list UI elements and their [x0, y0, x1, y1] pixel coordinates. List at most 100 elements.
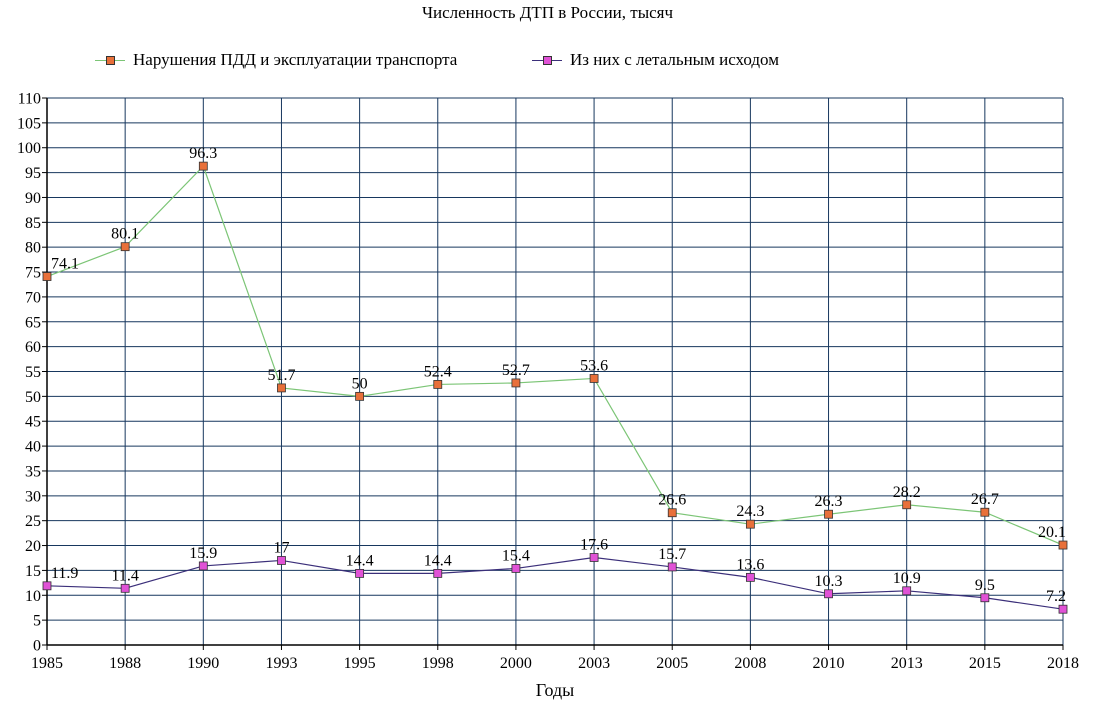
- data-label: 80.1: [111, 226, 139, 243]
- y-tick-label: 5: [33, 613, 41, 630]
- data-point: [42, 581, 52, 591]
- legend-label-violations: Нарушения ПДД и эксплуатации транспорта: [133, 50, 458, 69]
- y-tick-label: 90: [25, 190, 41, 207]
- data-label: 20.1: [1038, 524, 1066, 541]
- y-tick-label: 65: [25, 314, 41, 331]
- series-line-0: [46, 165, 1064, 546]
- x-tick-label: 2018: [1047, 655, 1079, 672]
- data-point: [120, 242, 130, 252]
- data-point: [120, 583, 130, 593]
- data-point: [902, 500, 912, 510]
- data-label: 96.3: [189, 145, 217, 162]
- x-tick-label: 1995: [344, 655, 376, 672]
- data-label: 14.4: [346, 552, 374, 569]
- y-tick-label: 105: [17, 115, 41, 132]
- data-label: 10.9: [893, 570, 921, 587]
- data-label: 9.5: [975, 577, 995, 594]
- legend-line-fatal: [532, 55, 562, 65]
- x-tick-label: 1993: [265, 655, 297, 672]
- data-label: 28.2: [893, 484, 921, 501]
- data-point: [745, 572, 755, 582]
- y-tick-label: 85: [25, 215, 41, 232]
- y-tick-label: 100: [17, 140, 41, 157]
- data-point: [433, 380, 443, 389]
- y-tick-label: 35: [25, 463, 41, 480]
- y-tick-label: 75: [25, 265, 41, 282]
- x-axis-title: Годы: [535, 680, 575, 700]
- legend-item-violations: Нарушения ПДД и эксплуатации транспорта: [95, 50, 457, 70]
- data-label: 17: [273, 539, 289, 556]
- data-point: [589, 374, 599, 383]
- data-point: [824, 509, 833, 519]
- data-label: 14.4: [424, 552, 452, 569]
- data-point: [745, 519, 755, 529]
- y-tick-label: 110: [18, 91, 41, 108]
- y-tick-label: 40: [25, 439, 41, 456]
- data-label: 74.1: [51, 256, 79, 273]
- y-tick-label: 50: [25, 389, 41, 406]
- legend-marker-fatal: [543, 55, 552, 65]
- legend-marker-violations: [106, 55, 115, 65]
- y-tick-label: 25: [25, 513, 41, 530]
- data-label: 24.3: [736, 503, 764, 520]
- data-label: 17.6: [580, 536, 608, 553]
- series-line-1: [46, 556, 1064, 610]
- x-tick-label: 2015: [969, 655, 1001, 672]
- data-label: 15.9: [189, 545, 217, 562]
- data-label: 52.4: [424, 363, 452, 380]
- data-label: 7.2: [1046, 588, 1066, 605]
- x-tick-label: 1998: [422, 655, 454, 672]
- data-point: [511, 564, 521, 573]
- data-point: [277, 383, 286, 393]
- data-label: 53.6: [580, 357, 608, 374]
- data-label: 26.3: [815, 493, 843, 510]
- data-label: 15.7: [658, 546, 686, 563]
- y-tick-label: 30: [25, 488, 41, 505]
- x-tick-label: 2003: [578, 655, 610, 672]
- data-label: 15.4: [502, 547, 530, 564]
- data-point: [433, 568, 443, 578]
- data-label: 11.9: [51, 565, 78, 582]
- x-tick-label: 2010: [813, 655, 845, 672]
- data-point: [355, 391, 365, 401]
- data-point: [277, 556, 286, 565]
- chart-title: Численность ДТП в России, тысяч: [421, 3, 674, 22]
- data-point: [198, 561, 208, 571]
- data-point: [1058, 604, 1068, 614]
- data-point: [198, 161, 208, 171]
- data-point: [980, 593, 990, 603]
- data-point: [902, 586, 912, 596]
- data-point: [589, 553, 599, 562]
- x-tick-label: 2000: [500, 655, 532, 672]
- data-point: [42, 272, 52, 281]
- data-point: [980, 507, 990, 517]
- y-tick-label: 95: [25, 165, 41, 182]
- data-label: 13.6: [736, 556, 764, 573]
- data-point: [355, 568, 365, 578]
- data-point: [1058, 540, 1068, 550]
- data-point: [667, 508, 677, 518]
- y-tick-label: 60: [25, 339, 41, 356]
- x-tick-label: 1988: [109, 655, 141, 672]
- legend-label-fatal: Из них с летальным исходом: [570, 50, 779, 69]
- y-tick-label: 55: [25, 364, 41, 381]
- data-label: 51.7: [267, 367, 295, 384]
- x-tick-label: 1990: [187, 655, 219, 672]
- y-tick-label: 15: [25, 563, 41, 580]
- data-label: 26.7: [971, 491, 999, 508]
- y-tick-label: 70: [25, 289, 41, 306]
- y-tick-label: 20: [25, 538, 41, 555]
- data-label: 52.7: [502, 362, 530, 379]
- data-label: 50: [352, 375, 368, 392]
- legend-item-fatal: Из них с летальным исходом: [532, 50, 779, 70]
- data-point: [511, 378, 521, 388]
- y-tick-label: 80: [25, 240, 41, 257]
- y-tick-label: 0: [33, 638, 41, 655]
- data-label: 10.3: [815, 573, 843, 590]
- x-tick-label: 2008: [734, 655, 766, 672]
- data-label: 26.6: [658, 492, 686, 509]
- data-label: 11.4: [111, 567, 138, 584]
- y-tick-label: 45: [25, 414, 41, 431]
- legend-line-violations: [95, 55, 125, 65]
